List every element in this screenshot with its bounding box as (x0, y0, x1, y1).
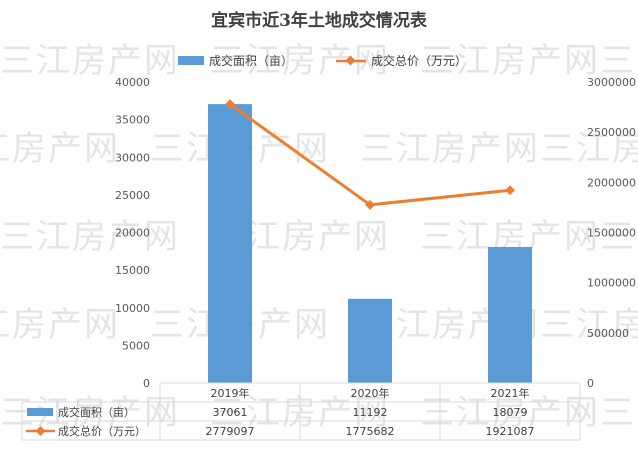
bar (488, 246, 532, 383)
right-axis-tick-label: 2000000 (587, 176, 636, 189)
bar-series (208, 104, 532, 384)
watermark-text: 三江房产网 (420, 41, 600, 81)
right-axis-tick-label: 1000000 (587, 277, 636, 290)
table-cell: 18079 (493, 406, 528, 419)
watermark-text: 三江房产网 (420, 393, 600, 433)
left-axis-tick-label: 25000 (115, 189, 150, 202)
right-axis-tick-label: 1500000 (587, 227, 636, 240)
right-axis-tick-label: 3000000 (587, 76, 636, 89)
watermark-text: 三江房产网 (0, 305, 120, 345)
table-cell: 1921087 (486, 425, 535, 438)
watermark-text: 三江房产网 (600, 393, 638, 433)
watermark-text: 三江房产网 (600, 41, 638, 81)
chart-title: 宜宾市近3年土地成交情况表 (211, 10, 428, 31)
table-row-label: 成交面积（亩） (58, 405, 135, 419)
right-axis-tick-label: 0 (587, 377, 594, 390)
left-axis-tick-label: 35000 (115, 114, 150, 127)
line-point (225, 99, 235, 110)
watermark-layer: 三江房产网三江房产网三江房产网三江房产网三江房产网三江房产网三江房产网三江房产网… (0, 41, 638, 433)
left-axis-tick-label: 20000 (115, 227, 150, 240)
legend-swatch-bar (178, 56, 204, 65)
left-axis-tick-label: 10000 (115, 302, 150, 315)
right-axis-tick-label: 500000 (587, 327, 629, 340)
left-axis-ticks: 0 5000 10000 15000 20000 25000 30000 35000 40000 (115, 76, 150, 390)
watermark-text: 三江房产网 (540, 305, 638, 345)
watermark-text: 三江房产网 (0, 129, 120, 169)
watermark-text: 三江房产网 (600, 217, 638, 257)
table-cell: 2779097 (206, 425, 255, 438)
x-axis-tick-label: 2020年 (351, 386, 390, 400)
left-axis-tick-label: 15000 (115, 264, 150, 277)
watermark-text: 三江房产网 (210, 393, 390, 433)
watermark-text: 三江房产网 (0, 41, 180, 81)
left-axis-tick-label: 5000 (122, 339, 150, 352)
watermark-text: 三江房产网 (0, 217, 180, 257)
left-axis-tick-label: 30000 (115, 151, 150, 164)
bar (208, 104, 252, 384)
table-legend-bar (27, 408, 53, 416)
right-axis-tick-label: 2500000 (587, 126, 636, 139)
bar (348, 298, 392, 383)
x-axis-tick-label: 2021年 (491, 386, 530, 400)
table-cell: 37061 (213, 406, 248, 419)
left-axis-tick-label: 40000 (115, 76, 150, 89)
watermark-text: 三江房产网 (360, 129, 540, 169)
line-point (365, 199, 375, 210)
legend-label-line: 成交总价（万元） (371, 53, 467, 68)
table-cell: 11192 (353, 406, 388, 419)
watermark-text: 三江房产网 (540, 129, 638, 169)
x-axis-tick-label: 2019年 (211, 386, 250, 400)
right-axis-ticks: 0 500000 1000000 1500000 2000000 2500000 30000… (587, 76, 636, 390)
left-axis-tick-label: 0 (143, 377, 150, 390)
legend: 成交面积（亩） 成交总价（万元） (178, 53, 467, 68)
line-point (505, 185, 515, 196)
table-cell: 1775682 (346, 425, 395, 438)
legend-label-bar: 成交面积（亩） (209, 53, 293, 68)
line-series (225, 99, 515, 210)
table-row-label: 成交总价（万元） (58, 424, 146, 438)
